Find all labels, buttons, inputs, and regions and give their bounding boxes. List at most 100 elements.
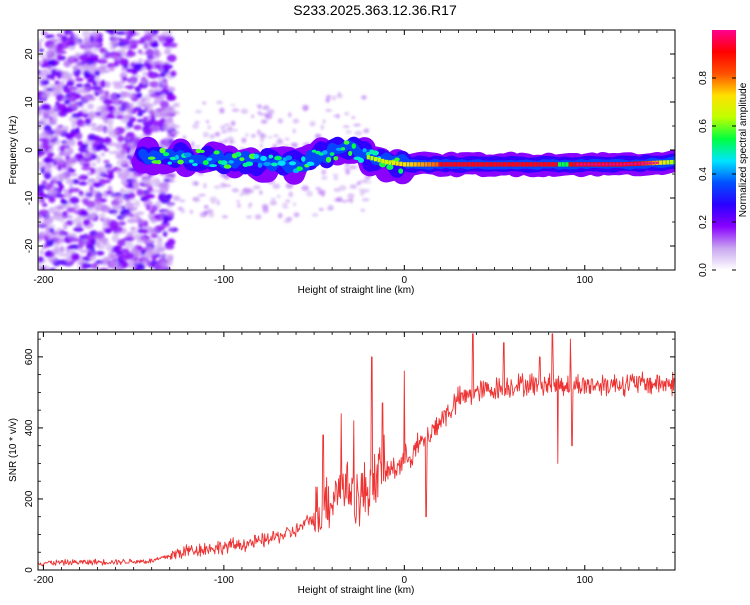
noise-blob	[116, 159, 126, 167]
noise-blob	[333, 187, 341, 192]
noise-blob	[277, 118, 283, 124]
noise-blob	[129, 78, 137, 86]
noise-blob	[272, 183, 281, 189]
ridge-core-blob	[340, 147, 346, 151]
noise-blob	[252, 185, 261, 190]
noise-blob	[124, 174, 134, 178]
noise-blob	[343, 167, 351, 170]
noise-blob	[124, 85, 136, 89]
colorbar-tick-label: 0.0	[698, 263, 709, 277]
noise-blob	[85, 147, 96, 151]
ridge-core-segment	[410, 162, 414, 167]
noise-blob	[151, 205, 158, 212]
noise-blob	[221, 215, 228, 219]
noise-blob	[62, 72, 70, 77]
ridge-core-blob	[325, 156, 332, 163]
noise-blob	[40, 103, 51, 111]
ridge-peak-segment	[500, 163, 504, 166]
ridge-core-segment	[406, 162, 410, 167]
noise-blob	[88, 206, 94, 212]
ridge-peak-segment	[612, 163, 616, 166]
noise-blob	[75, 77, 84, 82]
noise-blob	[118, 172, 124, 177]
noise-blob	[86, 194, 92, 200]
noise-blob	[75, 83, 84, 88]
colorbar-tick-label: 0.8	[698, 71, 709, 85]
ridge-peak-segment	[457, 163, 460, 166]
noise-blob	[38, 38, 45, 42]
noise-blob	[260, 119, 268, 124]
noise-blob	[117, 239, 126, 247]
ridge-core-blob	[270, 162, 278, 167]
noise-blob	[233, 189, 240, 192]
noise-blob	[267, 108, 275, 115]
noise-blob	[93, 193, 102, 200]
noise-blob	[80, 61, 86, 65]
noise-blob	[149, 227, 160, 234]
noise-blob	[318, 207, 324, 211]
ridge-peak-segment	[580, 163, 583, 166]
noise-blob	[124, 114, 134, 120]
colorbar-tick-label: 0.6	[698, 119, 709, 133]
noise-blob	[45, 35, 52, 39]
noise-blob	[85, 66, 95, 73]
noise-blob	[90, 127, 98, 131]
noise-blob	[54, 210, 63, 218]
noise-blob	[107, 123, 114, 128]
noise-blob	[358, 180, 363, 184]
noise-blob	[102, 95, 111, 100]
ridge-core-segment	[424, 162, 428, 167]
noise-blob	[133, 124, 142, 131]
noise-blob	[95, 200, 102, 206]
noise-blob	[93, 33, 99, 38]
ridge-peak-segment	[587, 163, 590, 166]
noise-blob	[144, 103, 154, 112]
noise-blob	[125, 136, 131, 141]
ridge-peak-segment	[540, 163, 543, 166]
noise-blob	[53, 158, 64, 163]
noise-blob	[127, 95, 135, 99]
noise-blob	[142, 184, 154, 188]
noise-blob	[285, 199, 291, 203]
ridge-peak-segment	[518, 163, 522, 166]
noise-blob	[136, 40, 146, 44]
noise-blob	[40, 92, 46, 100]
noise-blob	[136, 92, 143, 99]
noise-blob	[41, 31, 48, 36]
noise-blob	[38, 162, 45, 166]
colorbar: 0.0 0.2 0.4 0.6 0.8 Normalized spectral ampl…	[698, 30, 749, 277]
noise-blob	[38, 222, 46, 226]
noise-blob	[254, 214, 262, 220]
noise-blob	[126, 50, 136, 57]
snr-xtick-label: 100	[576, 575, 593, 586]
ridge-core-segment	[565, 162, 569, 167]
noise-blob	[95, 115, 106, 119]
noise-blob	[160, 198, 171, 204]
ridge-core-blob	[263, 161, 272, 166]
colorbar-ticks: 0.0 0.2 0.4 0.6 0.8	[698, 71, 736, 277]
noise-blob	[68, 178, 74, 186]
noise-blob	[123, 240, 134, 249]
ridge-core-segment	[373, 156, 378, 162]
noise-blob	[259, 190, 263, 195]
noise-blob	[69, 173, 78, 177]
ridge-core-segment	[572, 162, 576, 167]
noise-blob	[90, 167, 96, 175]
noise-blob	[239, 193, 243, 197]
noise-blob	[142, 258, 149, 267]
noise-blob	[132, 75, 141, 79]
noise-blob	[136, 236, 147, 244]
noise-blob	[81, 113, 89, 118]
noise-blob	[117, 42, 126, 47]
ridge-core-blob	[288, 161, 297, 166]
noise-blob	[361, 198, 370, 202]
noise-blob	[158, 183, 168, 189]
noise-blob	[46, 59, 56, 66]
noise-blob	[99, 213, 106, 220]
ridge-core-segment	[399, 161, 403, 167]
ridge-peak-segment	[511, 163, 514, 166]
noise-blob	[38, 73, 46, 82]
noise-blob	[219, 125, 226, 130]
ridge-peak-segment	[450, 163, 453, 166]
noise-blob	[38, 41, 42, 49]
